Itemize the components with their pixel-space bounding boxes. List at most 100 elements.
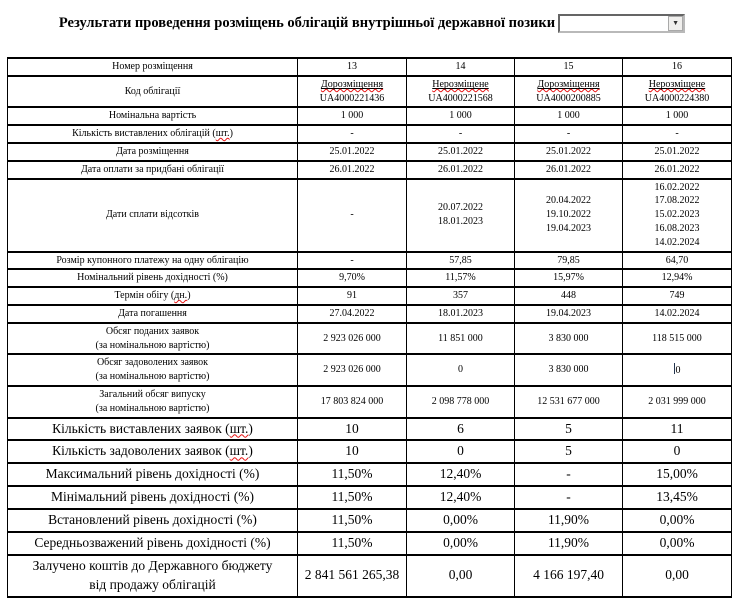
- placement-status: Нерозміщене: [625, 78, 729, 92]
- value-cell: 26.01.2022: [514, 159, 623, 180]
- table-row: Дата розміщення 25.01.2022 25.01.2022 25.01…: [7, 141, 732, 162]
- value-cell: 25.01.2022: [406, 141, 515, 162]
- value-cell: 118 515 000: [622, 321, 732, 356]
- row-label: Номер розміщення: [7, 57, 298, 77]
- row-label-line: Загальний обсяг випуску: [99, 388, 206, 400]
- value-cell: 357: [406, 286, 515, 306]
- misspelled-text: Дорозміщення: [537, 78, 600, 90]
- misspelled-text: Нерозміщене: [432, 78, 489, 90]
- value-cell: 13: [297, 57, 407, 77]
- value-cell: 2 923 026 000: [297, 321, 407, 356]
- table-row: Дата погашення 27.04.2022 18.01.2023 19.04.…: [7, 303, 732, 324]
- placement-status: Нерозміщене: [409, 78, 512, 92]
- page-header: Результати проведення розміщень облігаці…: [0, 13, 740, 34]
- table-row: Номінальна вартість 1 000 1 000 1 000 1 000: [7, 106, 732, 127]
- table-row: Номер розміщення 13 14 15 16: [7, 57, 732, 77]
- value-cell: 3 830 000: [514, 321, 623, 356]
- row-label: Номінальна вартість: [7, 106, 298, 127]
- value-cell: Нерозміщене UA4000221568: [406, 74, 515, 109]
- value-cell: 9,70%: [297, 268, 407, 289]
- value-cell: 26.01.2022: [622, 159, 732, 180]
- row-label: Дата погашення: [7, 303, 298, 324]
- value-cell: 1 000: [514, 106, 623, 127]
- value-cell: 12 531 677 000: [514, 384, 623, 419]
- table-row: Розмір купонного платежу на одну облігац…: [7, 250, 732, 271]
- value-cell: 10: [297, 439, 407, 465]
- row-label: Розмір купонного платежу на одну облігац…: [7, 250, 298, 271]
- value-cell: -: [622, 124, 732, 144]
- value-cell: 3 830 000: [514, 353, 623, 387]
- value-cell: 0,00%: [406, 530, 515, 556]
- value-cell: 11,50%: [297, 485, 407, 511]
- table-row: Загальний обсяг випуску (за номінальною в…: [7, 384, 732, 419]
- value-cell: 4 166 197,40: [514, 553, 623, 598]
- value-cell: 12,40%: [406, 485, 515, 511]
- row-label: Дати сплати відсотків: [7, 177, 298, 253]
- value-cell: 16: [622, 57, 732, 77]
- value-cell: 13,45%: [622, 485, 732, 511]
- value-cell: 448: [514, 286, 623, 306]
- row-label: Дата розміщення: [7, 141, 298, 162]
- value-cell: 12,94%: [622, 268, 732, 289]
- value-cell: 11: [622, 416, 732, 442]
- row-label: Обсяг поданих заявок (за номінальною варт…: [7, 321, 298, 356]
- row-label: Кількість задоволених заявок (шт.): [7, 439, 298, 465]
- value-cell: 0: [406, 439, 515, 465]
- value-cell: 14: [406, 57, 515, 77]
- value-cell: 5: [514, 416, 623, 442]
- value-cell: 20.07.2022 18.01.2023: [406, 177, 515, 253]
- row-label-line: Обсяг задоволених заявок: [96, 357, 209, 369]
- date-line: 16.02.2022: [654, 181, 700, 193]
- value-cell: -: [514, 124, 623, 144]
- value-cell: 11 851 000: [406, 321, 515, 356]
- combobox-dropdown-button[interactable]: ▼: [668, 16, 684, 31]
- report-combobox[interactable]: ▼: [558, 14, 686, 33]
- bond-code: UA4000200885: [536, 92, 601, 104]
- value-cell: 749: [622, 286, 732, 306]
- bond-code: UA4000224380: [644, 92, 710, 104]
- value-cell: 0,00: [406, 553, 515, 598]
- misspelled-text: Нерозміщене: [648, 78, 706, 90]
- value-cell: 0: [622, 353, 732, 387]
- combobox-value[interactable]: [560, 16, 668, 31]
- value-cell: -: [514, 485, 623, 511]
- table-row: Середньозважений рівень дохідності (%) 11…: [7, 530, 732, 556]
- bond-code: UA4000221436: [319, 92, 385, 104]
- value-cell: -: [406, 124, 515, 144]
- value-cell: -: [297, 250, 407, 271]
- date-line: 20.07.2022: [438, 202, 483, 214]
- row-label: Дата оплати за придбані облігації: [7, 159, 298, 180]
- underlined-text: Дорозміщення: [321, 79, 383, 90]
- value-cell: 11,50%: [297, 508, 407, 533]
- row-label: Термін обігу (дн.): [7, 286, 298, 306]
- row-label-line: Залучено коштів до Державного бюджету: [32, 557, 273, 573]
- value-cell: -: [514, 462, 623, 488]
- value-cell: 91: [297, 286, 407, 306]
- value-cell: -: [297, 177, 407, 253]
- underlined-text: Нерозміщене: [432, 79, 489, 90]
- row-label-line: (за номінальною вартістю): [95, 339, 210, 351]
- value-cell: 5: [514, 439, 623, 465]
- date-line: 18.01.2023: [438, 216, 483, 228]
- row-label-line: Обсяг поданих заявок: [105, 325, 200, 337]
- value-cell: 15: [514, 57, 623, 77]
- value-cell: 25.01.2022: [514, 141, 623, 162]
- row-label: Максимальний рівень дохідності (%): [7, 462, 298, 488]
- value-cell: 12,40%: [406, 462, 515, 488]
- value-cell: 19.04.2023: [514, 303, 623, 324]
- value-cell: 20.04.2022 19.10.2022 19.04.2023: [514, 177, 623, 253]
- table-row: Дата оплати за придбані облігації 26.01.2…: [7, 159, 732, 180]
- chevron-down-icon: ▼: [672, 19, 680, 27]
- value-cell: 18.01.2023: [406, 303, 515, 324]
- value-cell: 11,50%: [297, 530, 407, 556]
- misspelled-text: шт.: [215, 128, 230, 140]
- value-cell: 0,00: [622, 553, 732, 598]
- value-cell: 15,97%: [514, 268, 623, 289]
- value-cell: 11,57%: [406, 268, 515, 289]
- misspelled-text: шт.: [229, 443, 249, 459]
- value-cell: 1 000: [622, 106, 732, 127]
- misspelled-text: дн.: [174, 290, 188, 302]
- row-label: Мінімальний рівень дохідності (%): [7, 485, 298, 511]
- value-cell: 10: [297, 416, 407, 442]
- table-row: Номінальний рівень дохідності (%) 9,70% 11…: [7, 268, 732, 289]
